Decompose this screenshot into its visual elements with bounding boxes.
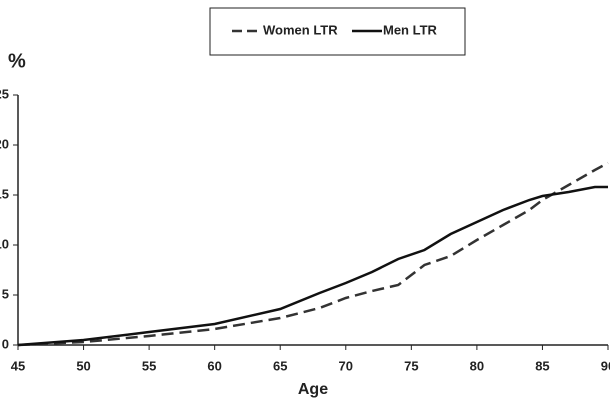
x-tick-label: 85 (535, 358, 549, 373)
x-tick-label: 70 (339, 358, 353, 373)
x-tick-label: 60 (207, 358, 221, 373)
legend-label: Men LTR (383, 22, 438, 37)
series-line (17, 185, 608, 347)
y-tick-label: 20 (0, 136, 9, 151)
y-axis-label: % (8, 50, 26, 72)
x-tick-label: 90 (601, 358, 610, 373)
x-axis-label: Age (298, 381, 328, 398)
x-tick-label: 45 (11, 358, 25, 373)
series-line (17, 161, 609, 347)
y-tick-label: 25 (0, 86, 9, 101)
x-tick-label: 50 (76, 358, 90, 373)
y-tick-label: 5 (2, 286, 9, 301)
x-tick-label: 80 (470, 358, 484, 373)
y-tick-label: 0 (2, 336, 9, 351)
legend-label: Women LTR (263, 22, 338, 37)
y-tick-label: 15 (0, 186, 9, 201)
x-tick-label: 75 (404, 358, 418, 373)
x-tick-label: 55 (142, 358, 156, 373)
y-tick-label: 10 (0, 236, 9, 251)
x-tick-label: 65 (273, 358, 287, 373)
